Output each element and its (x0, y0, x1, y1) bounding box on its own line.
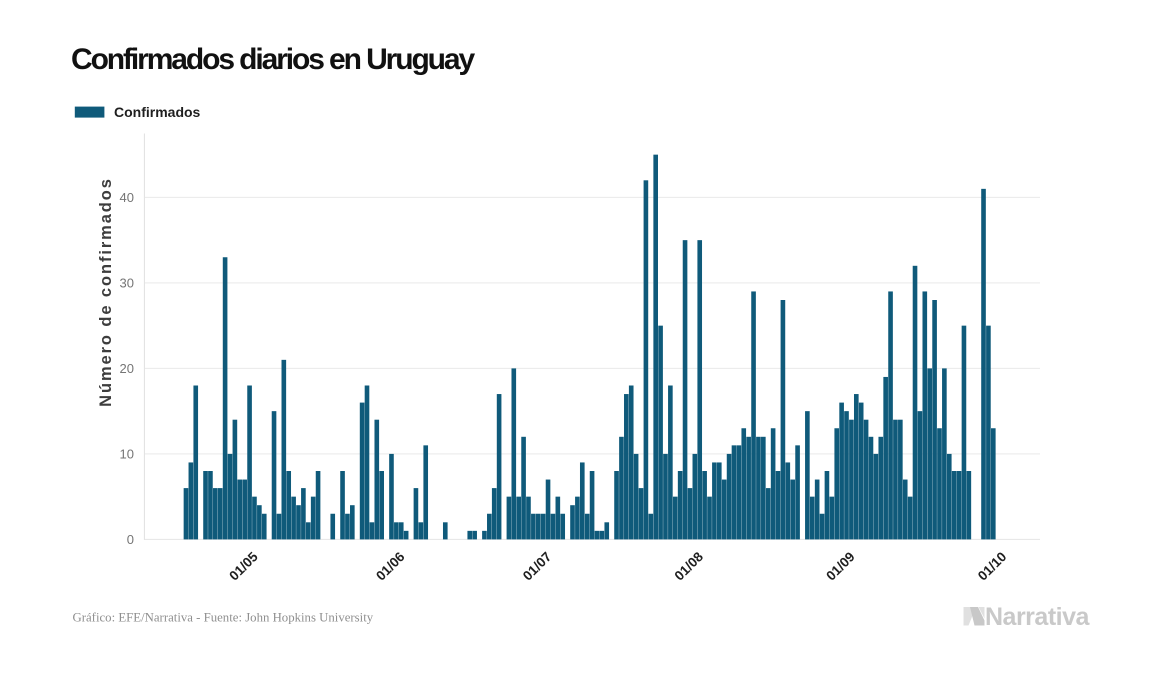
svg-text:40: 40 (120, 190, 134, 205)
svg-text:Confirmados diarios en Uruguay: Confirmados diarios en Uruguay (71, 43, 475, 76)
svg-text:Gráfico: EFE/Narrativa - Fuent: Gráfico: EFE/Narrativa - Fuente: John Ho… (73, 611, 374, 625)
svg-text:0: 0 (127, 532, 134, 547)
svg-text:Narrativa: Narrativa (985, 603, 1090, 631)
svg-text:Confirmados: Confirmados (114, 104, 201, 120)
svg-text:Número de confirmados: Número de confirmados (97, 177, 115, 407)
svg-text:30: 30 (120, 276, 134, 291)
svg-text:10: 10 (120, 447, 134, 462)
svg-text:20: 20 (120, 361, 134, 376)
